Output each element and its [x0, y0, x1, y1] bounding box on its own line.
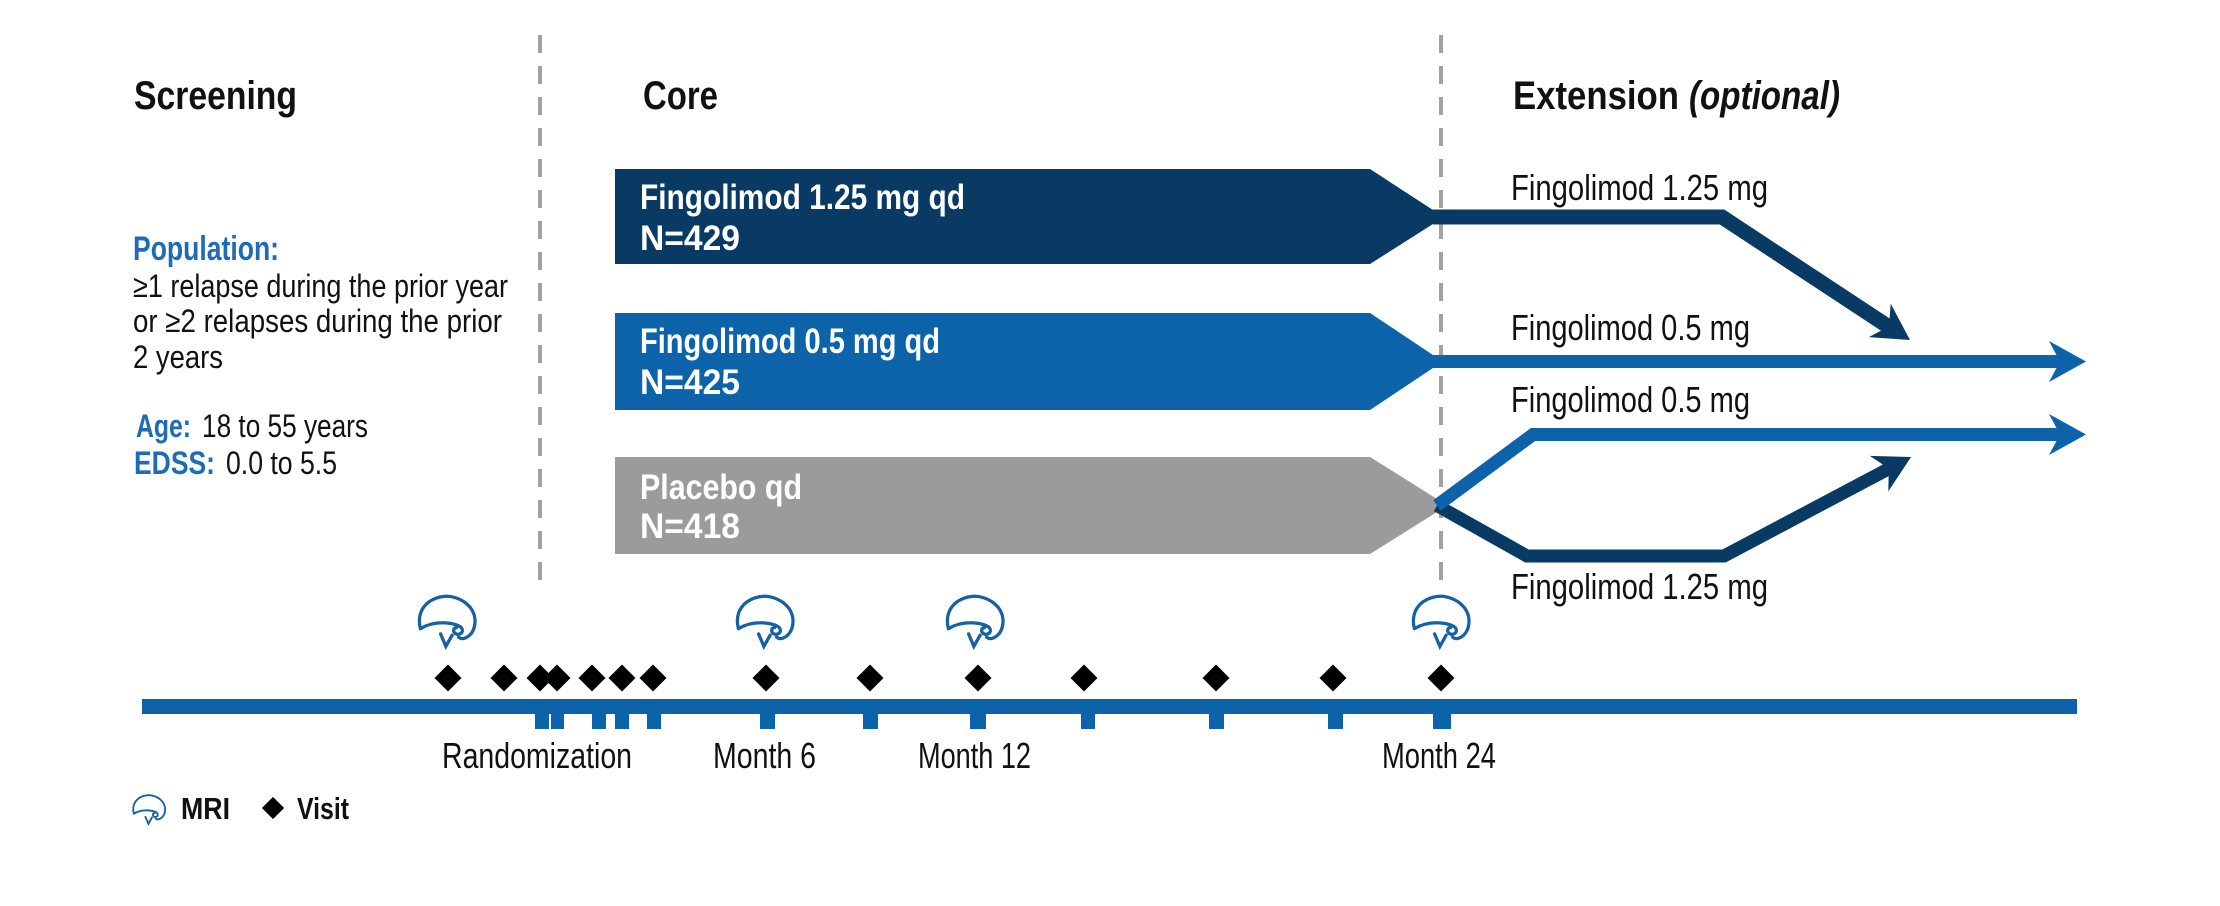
svg-text:N=418: N=418 [640, 507, 740, 546]
svg-text:Fingolimod 1.25 mg: Fingolimod 1.25 mg [1511, 167, 1768, 208]
svg-text:Month 24: Month 24 [1382, 735, 1496, 776]
svg-text:(optional): (optional) [1689, 74, 1840, 118]
svg-text:Visit: Visit [297, 791, 349, 826]
svg-text:Extension: Extension [1513, 74, 1679, 118]
svg-text:EDSS:: EDSS: [134, 445, 215, 481]
svg-text:N=429: N=429 [640, 219, 740, 258]
svg-text:2 years: 2 years [133, 339, 223, 375]
svg-text:MRI: MRI [181, 791, 230, 826]
svg-text:Fingolimod 1.25 mg qd: Fingolimod 1.25 mg qd [640, 178, 965, 217]
svg-text:N=425: N=425 [640, 363, 740, 402]
svg-text:Randomization: Randomization [442, 735, 632, 776]
svg-text:Fingolimod 0.5 mg: Fingolimod 0.5 mg [1511, 307, 1750, 348]
svg-text:or ≥2 relapses during the prio: or ≥2 relapses during the prior [133, 303, 502, 339]
svg-text:Screening: Screening [134, 74, 297, 118]
svg-text:Age:: Age: [136, 408, 191, 444]
svg-text:Placebo qd: Placebo qd [640, 468, 802, 507]
svg-text:Population:: Population: [133, 230, 279, 268]
svg-text:0.0 to 5.5: 0.0 to 5.5 [226, 445, 337, 481]
svg-text:Month 12: Month 12 [918, 735, 1031, 776]
svg-text:Fingolimod 0.5 mg: Fingolimod 0.5 mg [1511, 379, 1750, 420]
svg-text:≥1 relapse during the prior ye: ≥1 relapse during the prior year [133, 268, 508, 304]
svg-text:Month 6: Month 6 [713, 735, 816, 776]
svg-text:Core: Core [643, 74, 718, 118]
svg-text:Fingolimod 1.25 mg: Fingolimod 1.25 mg [1511, 566, 1768, 607]
svg-text:Fingolimod 0.5 mg qd: Fingolimod 0.5 mg qd [640, 322, 940, 361]
svg-text:18 to 55 years: 18 to 55 years [202, 408, 368, 444]
